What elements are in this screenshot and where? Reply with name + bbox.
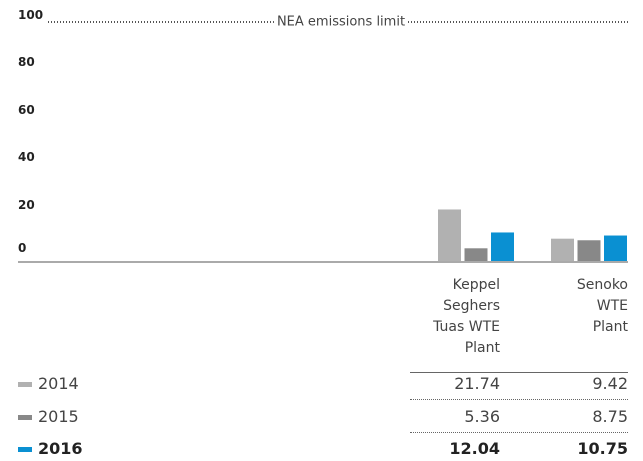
- value-cell: 10.75: [577, 439, 628, 458]
- bar: [438, 209, 461, 261]
- legend-swatch: [18, 382, 32, 387]
- value-cell: 5.36: [464, 407, 500, 426]
- bar: [491, 232, 514, 261]
- value-cell: 8.75: [592, 407, 628, 426]
- y-tick-label: 60: [18, 102, 35, 117]
- legend-label: 2015: [38, 407, 79, 426]
- value-cell: 12.04: [449, 439, 500, 458]
- legend-swatch: [18, 447, 32, 452]
- y-tick-label: 40: [18, 150, 35, 165]
- row-separator: [410, 432, 628, 433]
- legend-label: 2014: [38, 374, 79, 393]
- limit-label: NEA emissions limit: [273, 14, 409, 30]
- bar: [551, 238, 574, 261]
- bar: [464, 248, 488, 261]
- bar: [604, 235, 627, 261]
- legend-swatch: [18, 415, 32, 420]
- y-tick-label: 20: [18, 197, 35, 212]
- row-separator: [410, 399, 628, 400]
- value-cell: 21.74: [454, 374, 500, 393]
- header-separator: [410, 372, 628, 373]
- bar: [577, 240, 601, 261]
- legend-label: 2016: [38, 439, 83, 458]
- y-tick-label: 100: [18, 8, 44, 22]
- y-tick-label: 0: [18, 241, 27, 255]
- value-cell: 9.42: [592, 374, 628, 393]
- y-tick-label: 80: [18, 55, 35, 70]
- category-label: Senoko WTE Plant: [576, 277, 628, 335]
- category-label: Keppel Seghers Tuas WTE Plant: [433, 277, 500, 356]
